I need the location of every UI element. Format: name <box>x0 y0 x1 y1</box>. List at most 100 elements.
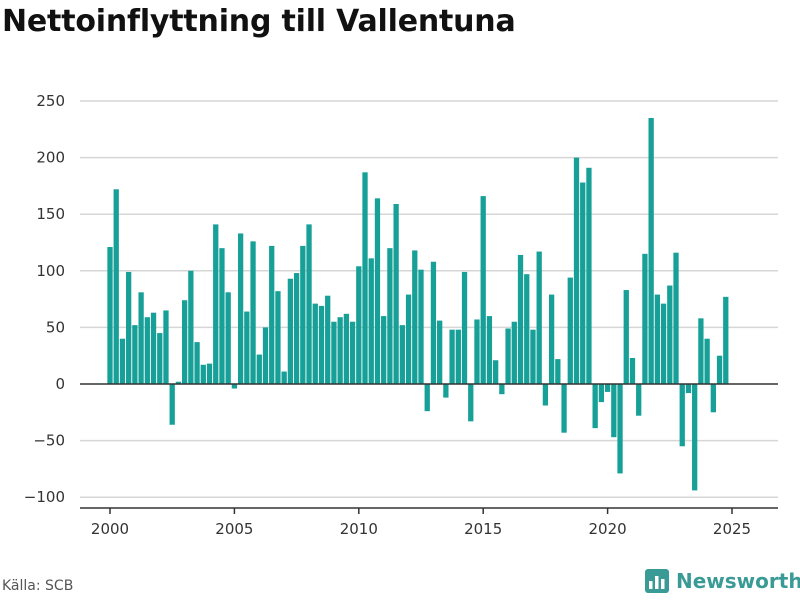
bar <box>163 310 169 384</box>
y-tick-label: 150 <box>36 205 65 223</box>
bars <box>107 117 729 491</box>
brand-name: Newsworthy <box>676 569 800 593</box>
bar <box>667 285 673 384</box>
bar <box>387 248 393 384</box>
bar <box>704 338 710 384</box>
x-tick-label: 2005 <box>215 520 253 538</box>
source-note: Källa: SCB <box>2 578 74 594</box>
bar <box>492 360 499 384</box>
x-axis: 2000 2005 2010 2015 2020 2025 <box>80 383 778 538</box>
bar <box>548 294 555 384</box>
bar <box>692 384 698 491</box>
bar <box>486 316 493 384</box>
bar <box>623 290 629 384</box>
bar <box>648 117 654 384</box>
y-tick-label: 0 <box>55 375 65 393</box>
bar <box>337 317 343 384</box>
y-tick-label: −50 <box>33 432 65 450</box>
bar <box>256 354 262 384</box>
bar <box>356 266 362 384</box>
bar <box>126 271 132 384</box>
bar <box>505 328 511 384</box>
bar <box>555 359 561 384</box>
bar <box>530 329 536 384</box>
x-tick-label: 2025 <box>713 520 751 538</box>
brand-logo[interactable]: Newsworthy <box>644 568 800 594</box>
y-tick-labels: −100 −50 0 50 100 150 200 250 <box>24 92 65 506</box>
bar-chart-logo-icon <box>645 569 669 593</box>
bar <box>474 319 480 384</box>
bar <box>381 316 387 384</box>
y-tick-label: 50 <box>46 318 65 336</box>
bar <box>225 292 231 384</box>
bar <box>536 251 542 384</box>
bar <box>499 384 505 395</box>
bar <box>660 303 667 384</box>
y-tick-label: −100 <box>24 488 65 506</box>
y-tick-label: 200 <box>36 149 65 167</box>
bar <box>325 295 331 384</box>
bar <box>617 384 623 474</box>
bar <box>188 270 194 384</box>
bar <box>604 384 611 392</box>
grid-lines <box>80 100 778 498</box>
bar <box>150 312 157 384</box>
bar <box>237 233 244 384</box>
bar <box>393 204 399 384</box>
bar <box>405 294 412 384</box>
bar <box>561 384 567 433</box>
bar <box>300 245 306 384</box>
bar <box>399 325 405 384</box>
bar <box>611 384 617 438</box>
bar <box>592 384 598 429</box>
bar <box>716 355 723 384</box>
bar <box>262 327 269 384</box>
bar <box>455 329 461 384</box>
x-tick-label: 2010 <box>340 520 378 538</box>
y-tick-label: 250 <box>36 92 65 110</box>
bar <box>374 198 381 384</box>
bar <box>144 317 150 384</box>
bar <box>443 384 449 398</box>
bar <box>654 294 661 384</box>
bar <box>723 296 729 384</box>
bar <box>343 313 350 384</box>
bar <box>362 172 368 384</box>
bar <box>424 384 430 412</box>
bar <box>567 277 573 384</box>
bar <box>573 157 580 384</box>
bar <box>157 333 163 384</box>
bar <box>107 247 113 384</box>
bar <box>175 381 182 384</box>
bar <box>269 245 275 384</box>
bar <box>430 261 437 384</box>
bar <box>685 384 692 394</box>
bar <box>318 305 325 384</box>
bar <box>524 274 530 384</box>
chart-title: Nettoinflyttning till Vallentuna <box>2 4 516 39</box>
bar <box>368 258 374 384</box>
bar <box>480 196 486 384</box>
bar <box>293 273 300 384</box>
bar <box>181 300 188 384</box>
bar <box>169 384 175 425</box>
bar <box>673 252 679 384</box>
bar <box>511 321 517 384</box>
bar <box>636 384 642 416</box>
bar <box>468 384 474 422</box>
bar <box>517 254 524 384</box>
bar <box>219 248 225 384</box>
bar <box>119 338 126 384</box>
bar <box>642 253 648 384</box>
bar <box>213 224 219 384</box>
bar <box>437 320 443 384</box>
bar <box>231 384 238 389</box>
bar <box>586 167 592 384</box>
bar <box>281 371 287 384</box>
bar <box>449 329 455 384</box>
bar <box>194 342 200 384</box>
bar <box>206 363 213 384</box>
bar <box>113 189 119 384</box>
bar <box>331 321 337 384</box>
